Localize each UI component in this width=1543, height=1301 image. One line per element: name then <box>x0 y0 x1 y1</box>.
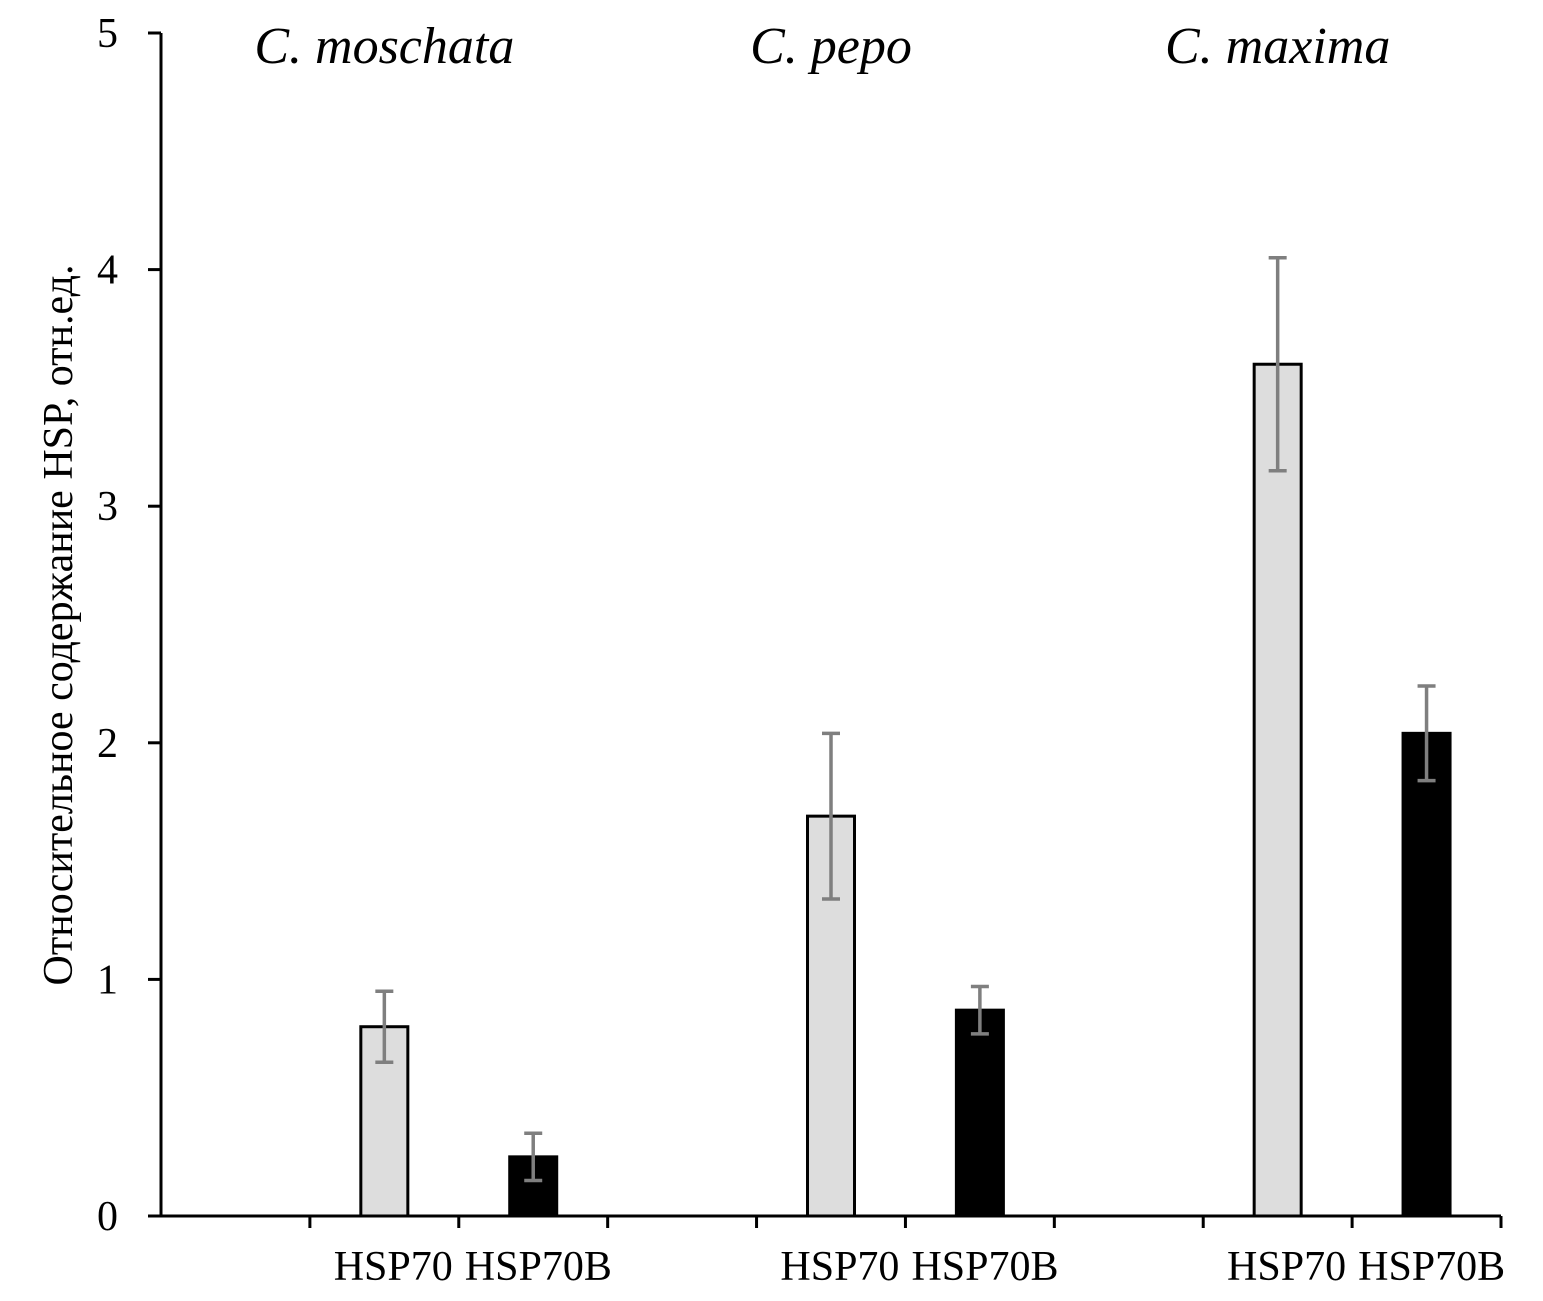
y-tick-label: 3 <box>97 484 118 530</box>
category-label: HSP70B <box>1358 1244 1505 1290</box>
bar-hsp70b <box>1401 731 1452 1218</box>
error-bar <box>822 731 840 901</box>
category-label: HSP70 <box>334 1244 453 1290</box>
error-bar <box>524 1131 543 1183</box>
species-label: C. pepo <box>750 18 912 75</box>
error-bar <box>1417 684 1436 783</box>
error-bar <box>970 984 989 1036</box>
category-label: HSP70 <box>780 1244 899 1290</box>
y-tick-label: 5 <box>97 11 118 57</box>
error-bar <box>375 989 394 1064</box>
category-label: HSP70 <box>1227 1244 1346 1290</box>
category-label: HSP70B <box>465 1244 612 1290</box>
bar-hsp70 <box>1252 362 1303 1218</box>
y-tick-label: 0 <box>97 1194 118 1240</box>
y-tick-label: 1 <box>97 957 118 1003</box>
category-label: HSP70B <box>911 1244 1058 1290</box>
error-bar <box>1268 256 1287 473</box>
y-tick-label: 4 <box>97 248 118 294</box>
bar-hsp70b <box>954 1008 1005 1218</box>
y-axis-title: Относительное содержание HSP, отн.ед. <box>36 265 82 986</box>
species-label: C. moschata <box>254 18 514 75</box>
y-tick-label: 2 <box>97 721 118 767</box>
species-label: C. maxima <box>1165 18 1390 75</box>
